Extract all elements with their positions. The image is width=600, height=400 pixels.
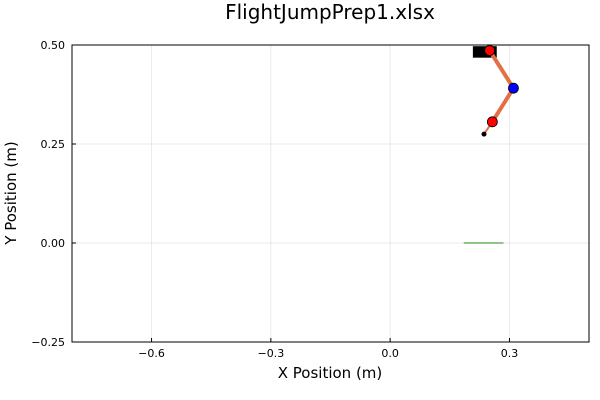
y-tick-label: −0.25	[31, 336, 65, 349]
data-marks	[463, 45, 519, 244]
toe-point	[481, 131, 487, 137]
x-tick-label: 0.3	[501, 347, 519, 360]
leg-segment	[487, 48, 516, 91]
y-tick-label: 0.50	[41, 39, 66, 52]
leg-segment	[490, 86, 516, 124]
y-tick-label: 0.25	[41, 138, 66, 151]
x-tick-label: −0.6	[138, 347, 165, 360]
x-axis-label: X Position (m)	[278, 364, 383, 382]
x-tick-label: 0.0	[381, 347, 399, 360]
y-axis-label: Y Position (m)	[2, 141, 20, 245]
ticks: −0.6 −0.3 0.0 0.3 −0.25 0.00 0.25 0.50	[31, 39, 518, 360]
y-tick-label: 0.00	[41, 237, 66, 250]
ankle-point	[486, 116, 498, 128]
knee-point	[508, 82, 519, 94]
plot-frame	[71, 44, 590, 343]
chart-title: FlightJumpPrep1.xlsx	[225, 0, 435, 24]
hip-point	[484, 45, 495, 56]
x-tick-label: −0.3	[257, 347, 284, 360]
